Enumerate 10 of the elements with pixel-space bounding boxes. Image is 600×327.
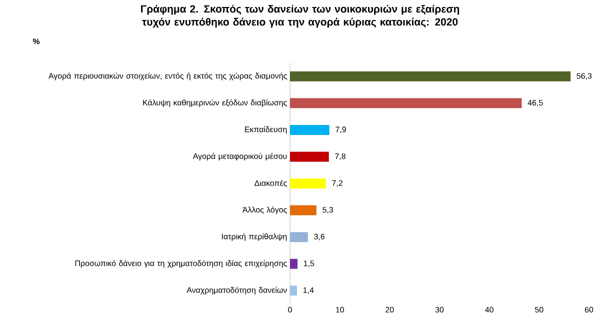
bar xyxy=(290,152,329,162)
bar xyxy=(290,98,522,108)
bar xyxy=(290,286,297,296)
bar xyxy=(290,205,316,216)
bar xyxy=(290,71,571,82)
bar xyxy=(290,232,308,242)
chart-title: Γράφημα 2. Σκοπός των δανείων των νοικοκυριών με εξαίρεση τυχόν ενυπόθηκο δάνειο για την αγορά κύριας κατοικίας: 2020 xyxy=(141,4,460,28)
bar xyxy=(290,124,330,135)
bar xyxy=(290,258,298,269)
bar xyxy=(290,178,326,189)
